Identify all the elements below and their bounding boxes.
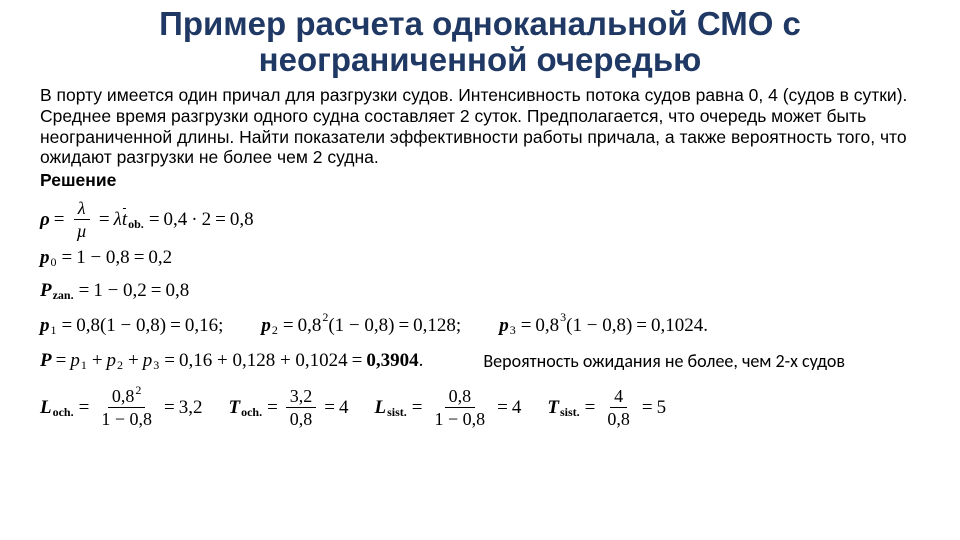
p1-result: 0,16 bbox=[185, 315, 218, 337]
p3-factor: (1 − 0,8) bbox=[566, 315, 632, 337]
pzan-expr: 1 − 0,2 bbox=[93, 280, 146, 302]
rho-result: 0,8 bbox=[230, 209, 254, 231]
eq-rho: ρ= λµ = λtob. = 0,4 · 2 = 0,8 bbox=[40, 197, 920, 243]
Loch-num: 0,8 bbox=[112, 386, 135, 406]
probability-note: Вероятность ожидания не более, чем 2-х с… bbox=[483, 350, 845, 372]
Toch-den: 0,8 bbox=[286, 408, 317, 428]
p3-result: 0,1024 bbox=[651, 315, 703, 337]
eq-final-row: Loch. = 0,82 1 − 0,8 = 3,2 Toch. = 3,2 0… bbox=[40, 383, 920, 433]
eq-p1p2p3: p1 = 0,8(1 − 0,8) = 0,16; p2 = 0,82(1 − … bbox=[40, 309, 920, 343]
Loch-result: 3,2 bbox=[179, 397, 203, 419]
p3-base: 0,8 bbox=[535, 315, 559, 337]
Psum-terms: 0,16 + 0,128 + 0,1024 bbox=[179, 350, 348, 372]
Tsist-den: 0,8 bbox=[603, 408, 634, 428]
pzan-result: 0,8 bbox=[166, 280, 190, 302]
Lsist-den: 1 − 0,8 bbox=[431, 408, 490, 428]
p2-exp: 2 bbox=[322, 310, 328, 325]
Psum-result: 0,3904 bbox=[366, 350, 418, 372]
p1-base: 0,8 bbox=[76, 315, 100, 337]
p2-base: 0,8 bbox=[298, 315, 322, 337]
Toch-result: 4 bbox=[339, 397, 349, 419]
Tsist-num: 4 bbox=[610, 387, 627, 408]
p0-expr: 1 − 0,8 bbox=[76, 247, 129, 269]
Loch-exp: 2 bbox=[135, 383, 141, 397]
p1-factor: (1 − 0,8) bbox=[100, 315, 166, 337]
Lsist-num: 0,8 bbox=[445, 387, 476, 408]
Tsist-result: 5 bbox=[657, 397, 667, 419]
solution-label: Решение bbox=[40, 170, 920, 191]
Toch-num: 3,2 bbox=[286, 387, 317, 408]
eq-p0: p0 = 1 − 0,8 = 0,2 bbox=[40, 243, 920, 273]
eq-pzan: Pzan. = 1 − 0,2 = 0,8 bbox=[40, 275, 920, 307]
page-title: Пример расчета одноканальной СМО с неогр… bbox=[40, 6, 920, 77]
rho-t-val: 2 bbox=[202, 209, 212, 231]
p0-result: 0,2 bbox=[148, 247, 172, 269]
rho-den: µ bbox=[73, 220, 91, 240]
Loch-den: 1 − 0,8 bbox=[97, 408, 156, 428]
eq-P-sum: P = p1 + p2 + p3 = 0,16 + 0,128 + 0,1024… bbox=[40, 343, 920, 379]
p2-result: 0,128 bbox=[413, 315, 456, 337]
rho-lambda-val: 0,4 bbox=[164, 209, 188, 231]
slide: Пример расчета одноканальной СМО с неогр… bbox=[0, 0, 960, 540]
problem-text: В порту имеется один причал для разгрузк… bbox=[40, 85, 920, 168]
p3-exp: 3 bbox=[560, 310, 566, 325]
rho-num: λ bbox=[74, 199, 90, 220]
p2-factor: (1 − 0,8) bbox=[328, 315, 394, 337]
Lsist-result: 4 bbox=[512, 397, 522, 419]
